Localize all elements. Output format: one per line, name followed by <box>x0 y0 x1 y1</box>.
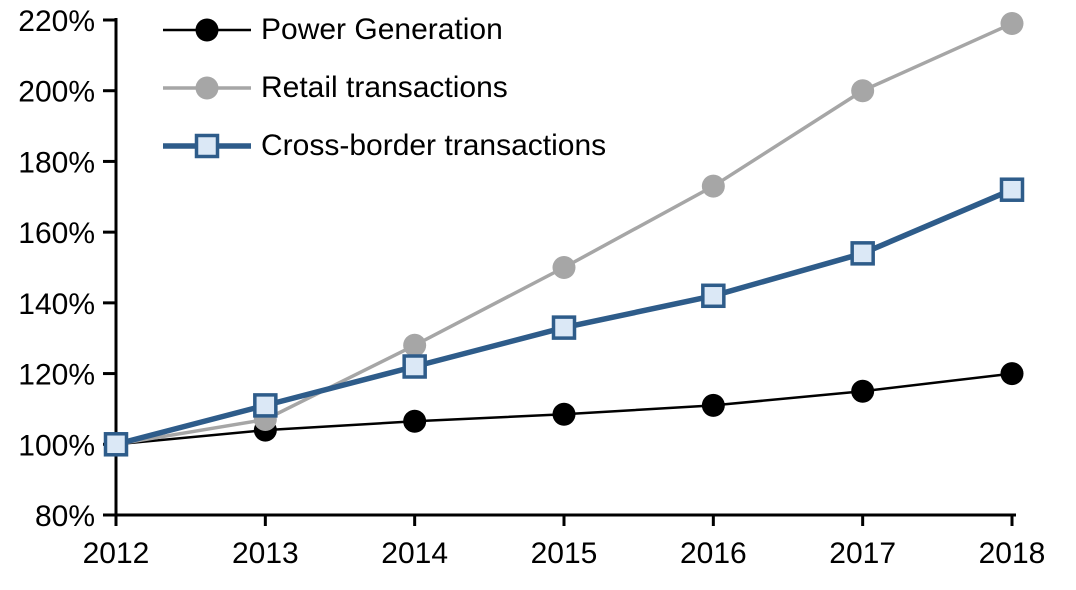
marker-power-generation <box>1000 362 1024 386</box>
marker-power-generation <box>851 379 875 403</box>
legend-item-cross-border-transactions: Cross-border transactions <box>163 128 606 164</box>
marker-retail-transactions <box>1000 12 1024 36</box>
marker-power-generation <box>403 409 427 433</box>
legend-label-retail-transactions: Retail transactions <box>261 71 508 104</box>
marker-cross-border-transactions <box>103 432 129 457</box>
marker-retail-transactions <box>851 79 875 103</box>
legend-item-power-generation: Power Generation <box>163 12 606 48</box>
marker-retail-transactions <box>701 174 725 198</box>
y-tick-label: 100% <box>18 429 95 462</box>
x-tick-label: 2018 <box>979 537 1046 570</box>
marker-cross-border-transactions <box>701 283 726 309</box>
marker-power-generation <box>552 402 576 426</box>
legend-item-retail-transactions: Retail transactions <box>163 70 606 106</box>
cross-border-transactions-line-marker-icon <box>163 133 251 159</box>
marker-power-generation <box>701 393 725 417</box>
marker-cross-border-transactions <box>999 177 1025 202</box>
retail-transactions-line-marker-icon <box>163 76 251 100</box>
x-tick-label: 2014 <box>381 537 448 570</box>
marker-retail-transactions <box>552 256 576 279</box>
marker-cross-border-transactions <box>402 354 427 379</box>
legend-label-power-generation: Power Generation <box>261 13 503 46</box>
x-tick-label: 2013 <box>232 537 299 570</box>
legend-marker-cross-border-transactions <box>194 133 220 159</box>
x-tick-label: 2012 <box>83 537 150 570</box>
marker-cross-border-transactions <box>850 241 875 266</box>
y-tick-label: 200% <box>18 76 95 109</box>
marker-cross-border-transactions <box>551 315 577 340</box>
y-tick-label: 120% <box>18 359 95 392</box>
x-tick-label: 2015 <box>531 537 598 570</box>
y-tick-label: 180% <box>18 146 95 179</box>
legend-marker-power-generation <box>195 18 219 42</box>
x-tick-label: 2017 <box>829 537 896 570</box>
y-tick-label: 140% <box>18 288 95 321</box>
y-tick-label: 220% <box>18 5 95 38</box>
y-tick-label: 160% <box>18 217 95 250</box>
legend-marker-retail-transactions <box>195 76 219 100</box>
x-tick-label: 2016 <box>680 537 747 570</box>
power-generation-line-marker-icon <box>163 18 251 42</box>
marker-retail-transactions <box>403 333 427 357</box>
marker-cross-border-transactions <box>253 393 278 418</box>
legend: Power Generation Retail transactions Cro… <box>163 12 606 164</box>
y-tick-label: 80% <box>35 500 95 533</box>
legend-label-cross-border-transactions: Cross-border transactions <box>261 129 607 162</box>
